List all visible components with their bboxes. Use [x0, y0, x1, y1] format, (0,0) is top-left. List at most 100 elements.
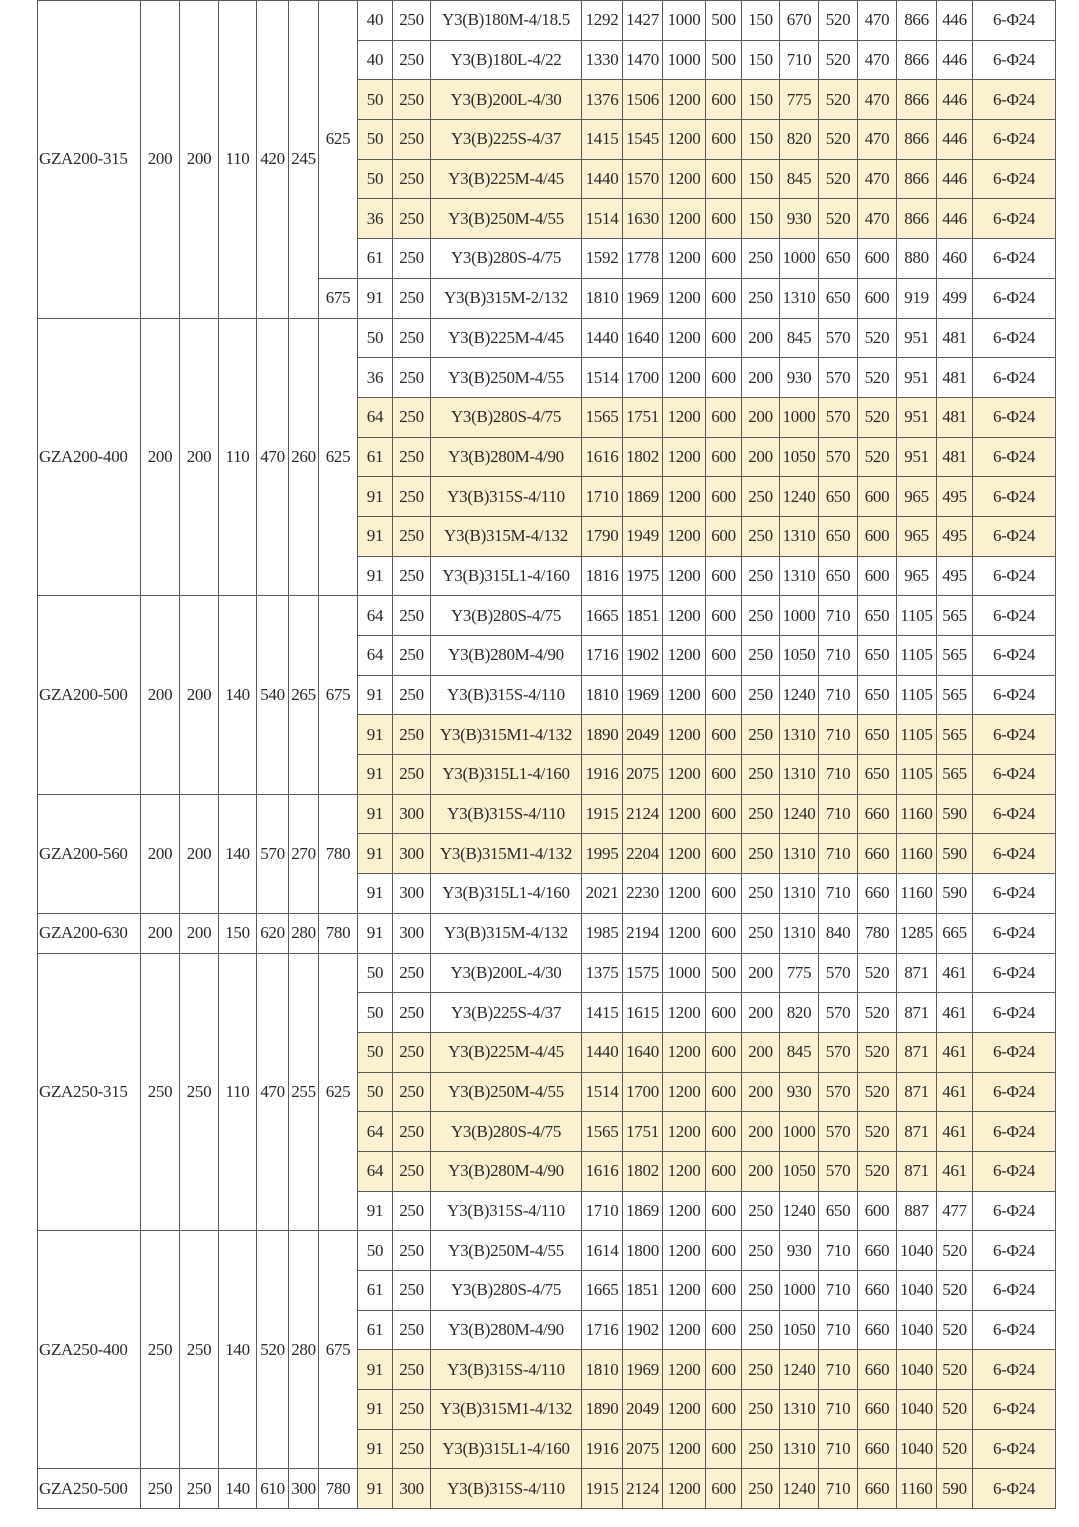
motor-model-cell: Y3(B)315S-4/110 [430, 1468, 582, 1510]
motor-model-cell: Y3(B)280M-4/90 [430, 635, 582, 676]
motor-value-cell: 91 [357, 793, 393, 835]
height-cell: 675 [318, 277, 358, 319]
motor-value-cell: 250 [392, 1071, 431, 1113]
motor-value-cell: 1890 [581, 714, 623, 756]
motor-value-cell: 1810 [581, 1349, 623, 1391]
motor-value-cell: 1050 [779, 1309, 819, 1351]
table-row: 64 250 Y3(B)280S-4/75 1565 1751 1200 600 200 100… [38, 1111, 1056, 1152]
motor-value-cell: 650 [818, 555, 858, 597]
motor-value-cell: 600 [705, 436, 742, 478]
pump-dimension-cell: 200 [140, 793, 180, 914]
motor-value-cell: 91 [357, 912, 393, 954]
motor-value-cell: 1902 [622, 1309, 663, 1351]
pump-model-cell: GZA200-500 [37, 595, 141, 795]
motor-value-cell: 520 [818, 198, 858, 240]
motor-value-cell: 1240 [779, 793, 819, 835]
motor-value-cell: 1000 [779, 238, 819, 279]
motor-value-cell: 499 [936, 277, 973, 319]
motor-model-cell: Y3(B)250M-4/55 [430, 198, 582, 240]
motor-model-cell: Y3(B)315L1-4/160 [430, 873, 582, 914]
motor-value-cell: 930 [779, 1071, 819, 1113]
motor-value-cell: 866 [896, 0, 937, 41]
pump-dimension-cell: 280 [288, 1230, 319, 1470]
motor-value-cell: 930 [779, 198, 819, 240]
motor-value-cell: 1200 [662, 1270, 706, 1311]
table-row: 36 250 Y3(B)250M-4/55 1514 1700 1200 600 200 930… [38, 357, 1056, 398]
motor-model-cell: Y3(B)315S-4/110 [430, 476, 582, 517]
motor-value-cell: 64 [357, 1150, 393, 1192]
motor-model-cell: Y3(B)180L-4/22 [430, 39, 582, 81]
motor-value-cell: 200 [741, 436, 780, 478]
motor-value-cell: 820 [779, 992, 819, 1033]
pump-dimension-cell: 280 [288, 912, 319, 954]
motor-value-cell: 91 [357, 1428, 393, 1470]
pump-dimension-cell: 250 [140, 1230, 180, 1470]
motor-value-cell: 91 [357, 555, 393, 597]
motor-model-cell: Y3(B)250M-4/55 [430, 1071, 582, 1113]
motor-model-cell: Y3(B)225S-4/37 [430, 119, 582, 160]
motor-value-cell: 1565 [581, 396, 623, 438]
motor-value-cell: 150 [741, 0, 780, 41]
motor-value-cell: 50 [357, 79, 393, 121]
motor-value-cell: 600 [705, 396, 742, 438]
motor-value-cell: 1200 [662, 1309, 706, 1351]
table-row: 64 250 Y3(B)280M-4/90 1716 1902 1200 600 250 105… [38, 635, 1056, 676]
motor-value-cell: 1200 [662, 833, 706, 875]
motor-value-cell: 61 [357, 436, 393, 478]
motor-value-cell: 1915 [581, 793, 623, 835]
motor-value-cell: 820 [779, 119, 819, 160]
motor-value-cell: 1105 [896, 674, 937, 716]
height-cell: 675 [318, 1230, 358, 1470]
motor-value-cell: 520 [818, 0, 858, 41]
motor-value-cell: 250 [741, 1349, 780, 1391]
motor-value-cell: 1902 [622, 635, 663, 676]
motor-model-cell: Y3(B)225M-4/45 [430, 158, 582, 200]
motor-value-cell: 520 [936, 1309, 973, 1351]
motor-value-cell: 36 [357, 198, 393, 240]
pump-dimension-cell: 420 [256, 0, 289, 319]
motor-value-cell: 660 [857, 1468, 897, 1510]
motor-value-cell: 780 [857, 912, 897, 954]
motor-value-cell: 6-Φ24 [972, 714, 1056, 756]
motor-value-cell: 6-Φ24 [972, 39, 1056, 81]
motor-value-cell: 1440 [581, 158, 623, 200]
motor-value-cell: 660 [857, 873, 897, 914]
pump-model-cell: GZA250-500 [37, 1468, 141, 1510]
motor-value-cell: 600 [705, 119, 742, 160]
motor-value-cell: 250 [392, 515, 431, 557]
motor-value-cell: 710 [818, 1309, 858, 1351]
motor-value-cell: 1200 [662, 595, 706, 636]
motor-value-cell: 91 [357, 1389, 393, 1430]
motor-value-cell: 6-Φ24 [972, 198, 1056, 240]
motor-value-cell: 460 [936, 238, 973, 279]
pump-dimension-cell: 245 [288, 0, 319, 319]
motor-value-cell: 1200 [662, 1349, 706, 1391]
motor-value-cell: 2124 [622, 793, 663, 835]
motor-value-cell: 570 [818, 436, 858, 478]
motor-value-cell: 871 [896, 992, 937, 1033]
motor-value-cell: 1665 [581, 595, 623, 636]
motor-value-cell: 600 [705, 912, 742, 954]
motor-value-cell: 1916 [581, 1428, 623, 1470]
motor-value-cell: 250 [392, 317, 431, 359]
motor-model-cell: Y3(B)280S-4/75 [430, 1111, 582, 1152]
motor-value-cell: 600 [705, 1230, 742, 1271]
motor-model-cell: Y3(B)225S-4/37 [430, 992, 582, 1033]
motor-value-cell: 570 [818, 1071, 858, 1113]
motor-value-cell: 6-Φ24 [972, 277, 1056, 319]
motor-value-cell: 150 [741, 198, 780, 240]
motor-value-cell: 91 [357, 873, 393, 914]
motor-value-cell: 1570 [622, 158, 663, 200]
motor-model-cell: Y3(B)250M-4/55 [430, 1230, 582, 1271]
table-row: 91 250 Y3(B)315M1-4/132 1890 2049 1200 600 250 1… [38, 714, 1056, 756]
motor-value-cell: 520 [818, 119, 858, 160]
motor-value-cell: 1200 [662, 992, 706, 1033]
motor-value-cell: 710 [818, 873, 858, 914]
motor-value-cell: 250 [392, 476, 431, 517]
motor-value-cell: 650 [857, 635, 897, 676]
motor-value-cell: 200 [741, 952, 780, 994]
motor-value-cell: 1710 [581, 1190, 623, 1232]
pump-dimension-cell: 140 [218, 1468, 257, 1510]
motor-model-cell: Y3(B)280S-4/75 [430, 396, 582, 438]
motor-value-cell: 710 [818, 1468, 858, 1510]
